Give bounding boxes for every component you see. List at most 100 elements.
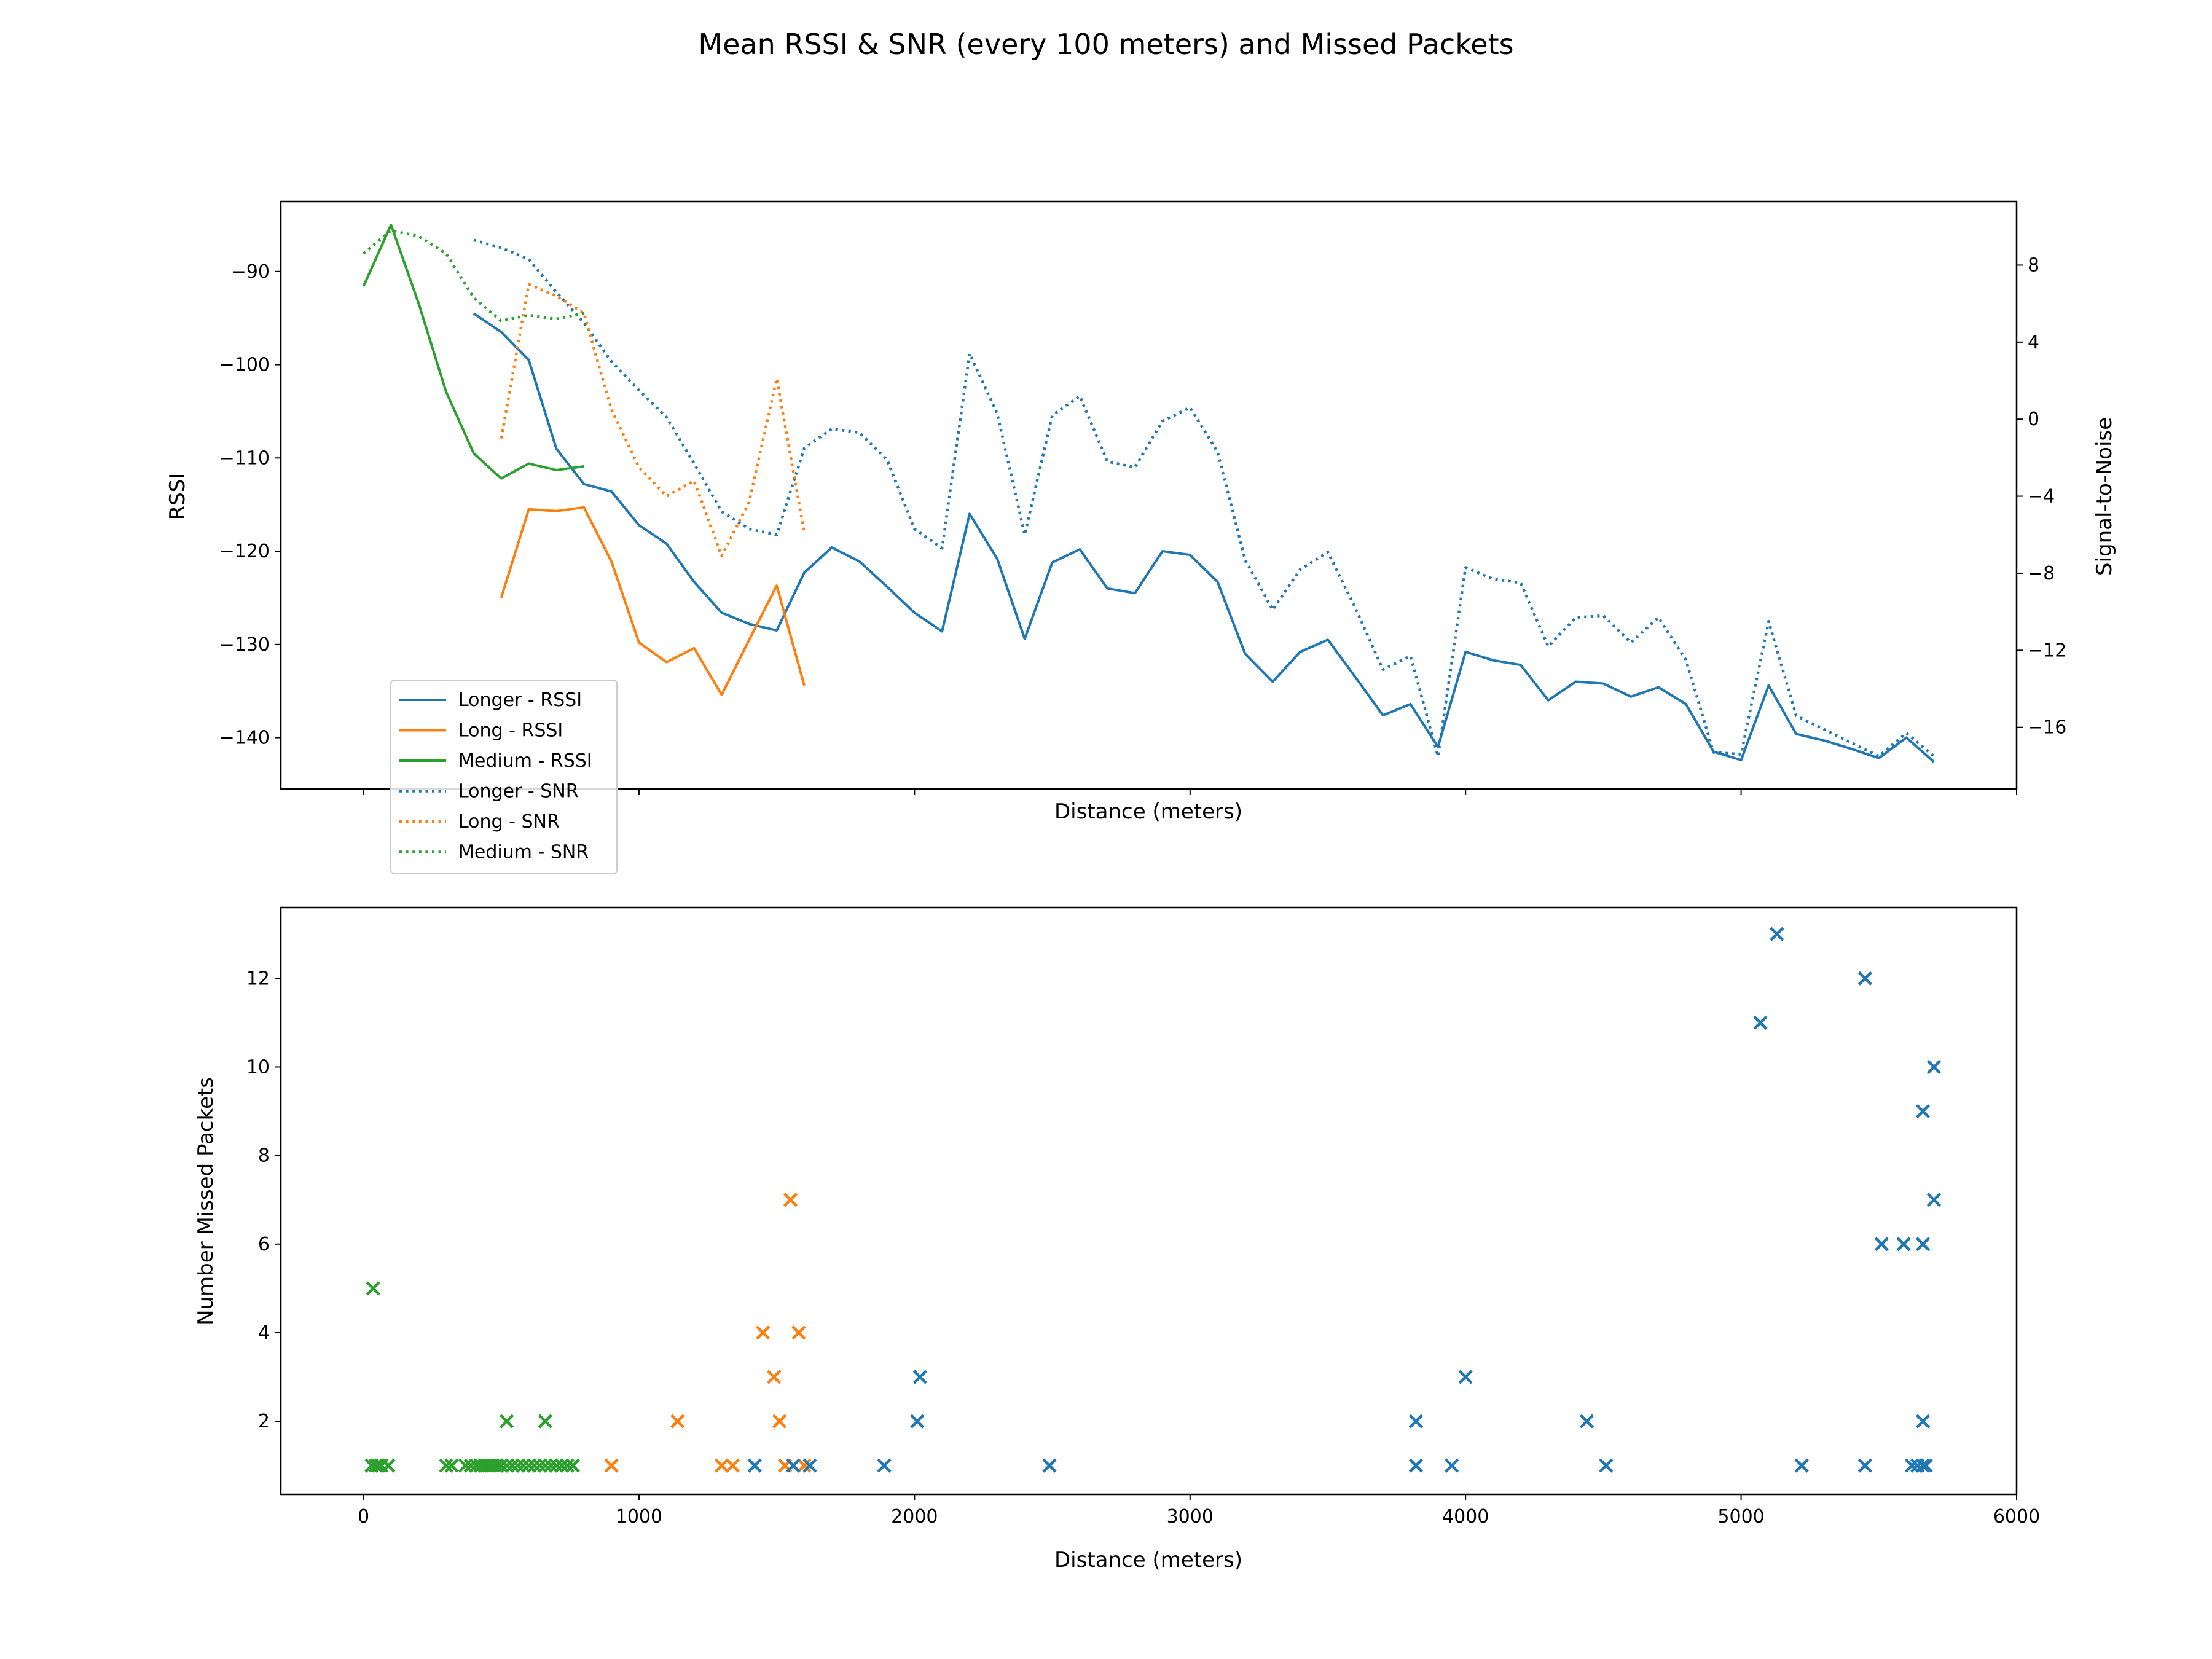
- scatter-point-longer: [1915, 1237, 1931, 1252]
- scatter-point-longer: [1857, 1458, 1872, 1473]
- series-line-medium-rssi: [362, 223, 584, 480]
- right-y-tick-label: 4: [2028, 332, 2039, 353]
- legend-label: Long - RSSI: [458, 720, 563, 742]
- bottom-y-axis-label: Number Missed Packets: [194, 1077, 218, 1325]
- scatter-point-medium: [549, 1458, 564, 1473]
- figure-title: Mean RSSI & SNR (every 100 meters) and M…: [698, 28, 1513, 61]
- top-plot-frame: [280, 200, 2018, 790]
- scatter-point-medium: [505, 1458, 520, 1473]
- scatter-point-longer: [912, 1370, 927, 1384]
- right-y-tick-label: −4: [2028, 486, 2055, 508]
- scatter-point-longer: [1408, 1458, 1424, 1473]
- scatter-point-medium: [439, 1458, 453, 1473]
- legend-label: Medium - SNR: [458, 842, 589, 863]
- bottom-x-tick-label: 4000: [1442, 1506, 1489, 1528]
- scatter-point-medium: [381, 1458, 396, 1473]
- scatter-point-longer: [1915, 1458, 1931, 1473]
- scatter-point-longer: [1458, 1370, 1473, 1384]
- scatter-point-longer: [786, 1458, 801, 1473]
- scatter-point-longer: [1445, 1458, 1459, 1473]
- scatter-point-long: [756, 1325, 771, 1340]
- scatter-point-medium: [538, 1458, 553, 1473]
- top-x-axis-label: Distance (meters): [1054, 799, 1242, 824]
- right-y-tick-label: 0: [2028, 409, 2039, 430]
- scatter-point-medium: [444, 1458, 459, 1473]
- scatter-point-longer: [1794, 1458, 1809, 1473]
- right-y-tick-label: −12: [2028, 640, 2066, 661]
- left-y-tick-label: −100: [219, 355, 270, 376]
- scatter-point-longer: [910, 1414, 925, 1429]
- bottom-y-tick-label: 8: [258, 1145, 270, 1167]
- scatter-point-longer: [1408, 1414, 1424, 1429]
- bottom-x-tick-label: 2000: [891, 1506, 938, 1528]
- scatter-point-longer: [1857, 971, 1872, 986]
- scatter-point-medium: [532, 1458, 547, 1473]
- scatter-point-long: [725, 1458, 740, 1473]
- bottom-y-tick-label: 10: [246, 1056, 270, 1078]
- scatter-point-longer: [1874, 1237, 1889, 1252]
- scatter-point-medium: [516, 1458, 531, 1473]
- left-y-tick-label: −140: [219, 728, 270, 749]
- bottom-x-tick-label: 6000: [1993, 1506, 2040, 1528]
- legend-label: Longer - RSSI: [458, 689, 582, 711]
- scatter-point-medium: [500, 1414, 514, 1429]
- scatter-point-medium: [565, 1458, 580, 1473]
- missed-packets-scatter-chart: 0 1000 2000 3000 4000 5000 6000 2 4 6 8 10 12: [246, 906, 2040, 1528]
- series-line-longer-rssi: [473, 312, 1935, 763]
- scatter-point-longer: [1770, 927, 1784, 941]
- legend-label: Longer - SNR: [458, 781, 579, 802]
- scatter-point-longer: [802, 1458, 817, 1473]
- bottom-x-tick-label: 0: [358, 1506, 369, 1528]
- scatter-point-longer: [1599, 1458, 1614, 1473]
- bottom-plot-frame: [280, 906, 2018, 1496]
- bottom-x-tick-label: 1000: [616, 1506, 662, 1528]
- scatter-point-medium: [366, 1281, 380, 1296]
- scatter-point-longer: [1579, 1414, 1594, 1429]
- scatter-point-longer: [1753, 1015, 1768, 1030]
- rssi-snr-line-chart: −90 −100 −110 −120 −130 −140 8 4 0 −4 −8 −12 −16 Long…: [219, 200, 2066, 874]
- scatter-point-longer: [1905, 1458, 1920, 1473]
- legend-box: [390, 680, 618, 874]
- left-y-tick-label: −90: [231, 261, 270, 283]
- top-right-y-axis-label: Signal-to-Noise: [2092, 417, 2117, 576]
- top-left-y-axis-label: RSSI: [165, 473, 190, 520]
- scatter-point-longer: [1896, 1237, 1911, 1252]
- bottom-y-tick-label: 12: [246, 968, 270, 989]
- right-y-tick-label: 8: [2028, 254, 2039, 276]
- scatter-point-longer: [1915, 1104, 1931, 1119]
- scatter-point-longer: [1915, 1414, 1931, 1429]
- bottom-x-tick-label: 3000: [1167, 1506, 1214, 1528]
- bottom-y-tick-label: 6: [258, 1234, 270, 1255]
- scatter-point-long: [797, 1458, 812, 1473]
- scatter-point-longer: [747, 1458, 762, 1473]
- legend-label: Medium - RSSI: [458, 750, 592, 772]
- legend: Longer - RSSI Long - RSSI Medium - RSSI Lon…: [390, 680, 618, 874]
- scatter-point-long: [767, 1370, 782, 1384]
- bottom-y-tick-label: 2: [258, 1411, 270, 1432]
- bottom-x-axis-label: Distance (meters): [1054, 1548, 1242, 1572]
- scatter-point-longer: [877, 1458, 892, 1473]
- series-line-long-rssi: [500, 506, 806, 696]
- scatter-point-medium: [458, 1458, 473, 1473]
- scatter-point-long: [670, 1414, 685, 1429]
- scatter-point-long: [772, 1414, 787, 1429]
- bottom-y-tick-label: 4: [258, 1322, 270, 1344]
- scatter-point-medium: [560, 1458, 575, 1473]
- right-y-tick-label: −16: [2028, 717, 2066, 739]
- scatter-point-long: [791, 1325, 806, 1340]
- bottom-x-tick-label: 5000: [1717, 1506, 1764, 1528]
- left-y-tick-label: −130: [219, 634, 270, 656]
- scatter-point-long: [604, 1458, 619, 1473]
- scatter-point-longer: [1926, 1059, 1942, 1075]
- scatter-point-medium: [543, 1458, 559, 1473]
- left-y-tick-label: −110: [219, 447, 270, 469]
- scatter-point-longer: [1926, 1193, 1942, 1207]
- scatter-point-medium: [494, 1458, 509, 1473]
- scatter-point-medium: [511, 1458, 525, 1473]
- scatter-point-long: [714, 1458, 729, 1473]
- scatter-point-medium: [369, 1458, 383, 1473]
- scatter-point-medium: [554, 1458, 569, 1473]
- scatter-point-medium: [538, 1414, 553, 1429]
- scatter-point-medium: [521, 1458, 536, 1473]
